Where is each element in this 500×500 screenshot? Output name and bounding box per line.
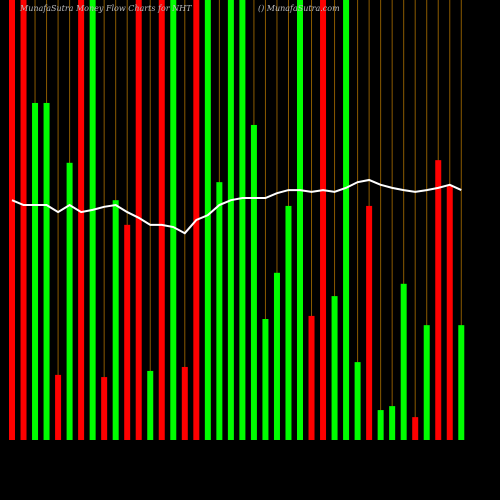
chart-subtitle: () MunafaSutra.com: [258, 4, 340, 13]
bar: [112, 200, 119, 440]
bar: [135, 0, 142, 440]
chart-title: MunafaSutra Money Flow Charts for NHT: [19, 4, 192, 13]
bar: [458, 325, 465, 440]
bar: [32, 102, 39, 441]
bar: [400, 283, 407, 440]
bar: [101, 377, 108, 440]
bar: [204, 0, 211, 440]
bar: [216, 182, 223, 440]
bar: [55, 374, 62, 440]
bar: [250, 124, 257, 441]
bar: [297, 0, 303, 440]
bar: [227, 0, 234, 440]
bar: [89, 0, 96, 440]
bar: [78, 0, 85, 440]
bar: [446, 186, 453, 440]
bar: [389, 406, 396, 440]
bar: [158, 0, 165, 440]
bar: [43, 102, 50, 441]
bar: [262, 319, 269, 440]
bar: [343, 0, 350, 440]
bar: [170, 0, 177, 440]
bar: [366, 205, 373, 440]
bar: [354, 362, 361, 440]
bar: [273, 272, 280, 440]
bar: [308, 315, 315, 440]
money-flow-line: [11, 178, 462, 235]
bar: [423, 325, 430, 440]
bar: [377, 410, 384, 440]
bar: [124, 224, 131, 440]
bar: [181, 366, 188, 440]
bar: [239, 0, 246, 440]
bar: [9, 0, 15, 440]
bar: [331, 296, 338, 440]
bar: [20, 0, 27, 440]
bar: [320, 0, 327, 440]
bar: [66, 162, 73, 441]
bar: [285, 205, 292, 440]
bar: [147, 370, 154, 440]
bar: [412, 417, 419, 440]
bar: [435, 160, 442, 440]
